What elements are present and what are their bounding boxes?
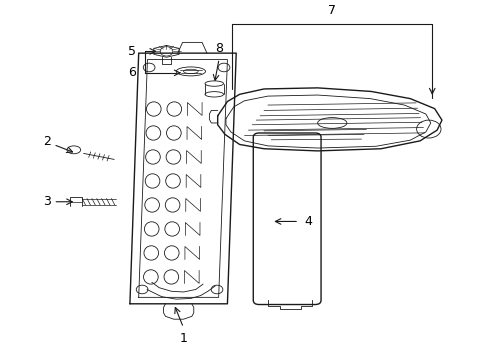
Text: 6: 6 [128, 66, 136, 79]
Text: 5: 5 [128, 45, 136, 58]
Text: 4: 4 [304, 215, 311, 228]
Text: 2: 2 [43, 135, 51, 148]
Text: 7: 7 [327, 4, 336, 17]
Text: 8: 8 [215, 42, 223, 55]
Text: 1: 1 [179, 332, 187, 346]
Text: 3: 3 [43, 195, 51, 208]
